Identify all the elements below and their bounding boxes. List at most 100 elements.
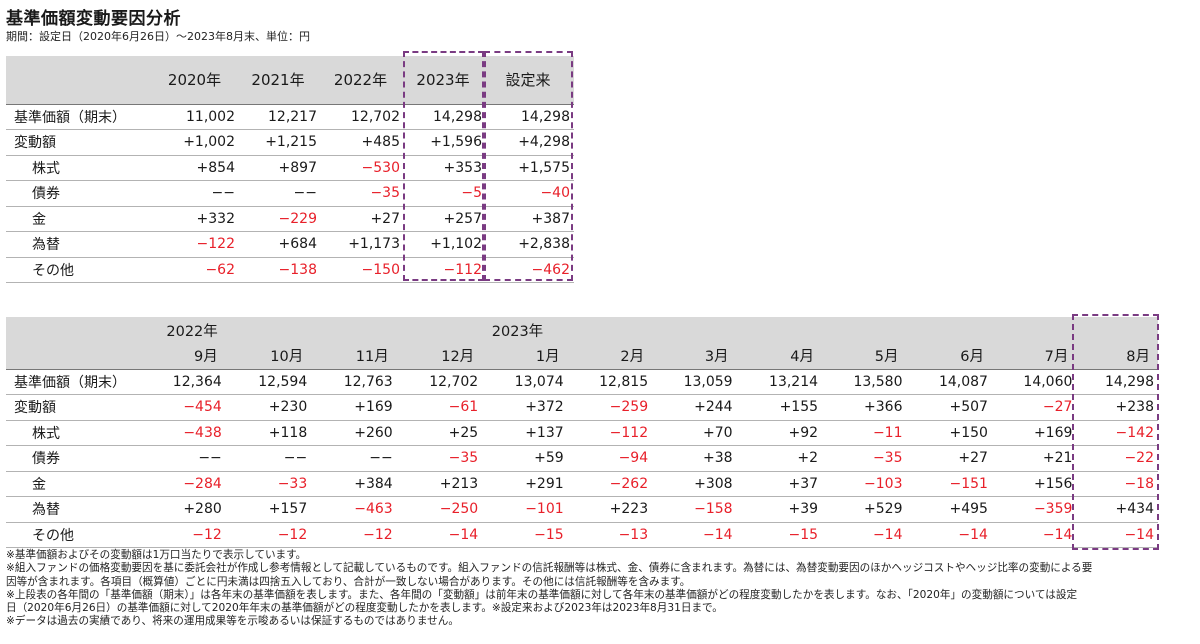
month-header: 12月 (441, 349, 475, 366)
table-cell: −22 (1124, 450, 1154, 467)
row-label: 変動額 (14, 400, 56, 417)
table-cell: −− (283, 450, 308, 467)
table-cell: −35 (370, 185, 400, 202)
row-label: 為替 (32, 502, 60, 519)
table-cell: +257 (443, 210, 482, 227)
row-label: 金 (32, 211, 46, 228)
table-row: 金 −284 −33 +384 +213 +291 −262 +308 +37 −103 −151 +… (6, 471, 1158, 497)
table-row: 変動額 −454 +230 +169 −61 +372 −259 +244 +155 +366 +5… (6, 395, 1158, 420)
table-cell: −112 (443, 261, 482, 278)
row-label: 金 (32, 476, 46, 493)
table-cell: +1,173 (348, 236, 400, 253)
row-label: その他 (32, 262, 74, 279)
table-cell: +507 (949, 399, 988, 416)
table-cell: +332 (196, 210, 235, 227)
month-header: 11月 (355, 349, 389, 366)
table-cell: +434 (1115, 501, 1154, 518)
table-cell: +238 (1115, 399, 1154, 416)
table-cell: +854 (196, 159, 235, 176)
table-cell: 13,580 (853, 373, 903, 390)
table-cell: +157 (268, 501, 308, 518)
table-cell: +213 (439, 475, 479, 492)
year-header-2023: 2023年 (491, 323, 544, 340)
footnotes: ※基準価額およびその変動額は1万口当たりで表示しています。 ※組入ファンドの価格変… (6, 549, 1196, 629)
table-cell: +2,838 (518, 236, 570, 253)
table-cell: −35 (872, 450, 903, 467)
table-cell: −229 (278, 210, 317, 227)
table-cell: +92 (788, 424, 819, 441)
table-cell: −12 (192, 526, 222, 543)
table-cell: −14 (1124, 526, 1154, 543)
table-cell: −122 (196, 236, 235, 253)
table-cell: +372 (525, 399, 564, 416)
table-cell: +529 (864, 501, 903, 518)
table-cell: +1,215 (265, 134, 317, 151)
table-cell: +1,596 (430, 134, 482, 151)
table-cell: 13,074 (514, 373, 564, 390)
month-header: 6月 (960, 349, 984, 366)
table-cell: +223 (609, 501, 649, 518)
row-label: 株式 (32, 160, 60, 177)
footnote-line: 日（2020年6月26日）の基準価額に対して2020年年末の基準価額がどの程度変… (6, 602, 723, 615)
page-title: 基準価額変動要因分析 (6, 9, 181, 29)
table-cell: 12,763 (343, 373, 393, 390)
table-cell: −250 (439, 501, 479, 518)
row-label: 基準価額（期末） (14, 374, 126, 391)
table-cell: +25 (448, 424, 479, 441)
header-corner (6, 317, 157, 343)
footnote-line: ※データは過去の実績であり、将来の運用成果等を示唆あるいは保証するものではありま… (6, 615, 459, 628)
table-cell: −13 (618, 526, 649, 543)
table-cell: 14,087 (938, 373, 988, 390)
table-cell: −− (293, 185, 317, 202)
table-cell: 14,298 (1105, 373, 1154, 390)
table-row: 基準価額（期末） 12,364 12,594 12,763 12,702 13,074 12… (6, 369, 1158, 395)
table-cell: −15 (534, 526, 564, 543)
table-cell: −150 (361, 261, 400, 278)
table-row: 変動額 +1,002 +1,215 +485 +1,596 +4,298 (6, 130, 574, 155)
month-header: 5月 (874, 349, 899, 366)
column-header: 2020年 (167, 71, 222, 90)
table-cell: −284 (183, 475, 222, 492)
row-label: 変動額 (14, 135, 56, 152)
table-cell: +387 (531, 210, 570, 227)
table-cell: −33 (277, 475, 308, 492)
table-cell: −27 (1042, 399, 1073, 416)
table-cell: +291 (525, 475, 564, 492)
header-corner (6, 343, 157, 369)
table-row: その他 −62 −138 −150 −112 −462 (6, 257, 574, 283)
month-header: 8月 (1126, 349, 1150, 366)
table-cell: 13,059 (683, 373, 733, 390)
table-cell: +366 (864, 399, 903, 416)
header-corner (6, 56, 154, 104)
table-cell: −463 (354, 501, 393, 518)
table-cell: −112 (609, 424, 649, 441)
table-cell: −359 (1033, 501, 1073, 518)
table-cell: −11 (872, 424, 903, 441)
table-cell: +353 (443, 159, 482, 176)
table-cell: +495 (949, 501, 988, 518)
table-cell: +39 (788, 501, 819, 518)
table-cell: 12,217 (268, 108, 317, 125)
table-cell: −− (211, 185, 235, 202)
column-header: 2023年 (416, 71, 470, 90)
table-cell: −12 (363, 526, 393, 543)
footnote-line: ※基準価額およびその変動額は1万口当たりで表示しています。 (6, 549, 307, 561)
table-cell: +897 (278, 159, 317, 176)
table-cell: +137 (525, 424, 564, 441)
table-row: 金 +332 −229 +27 +257 +387 (6, 206, 574, 232)
table-cell: −138 (278, 261, 317, 278)
table-cell: −14 (958, 526, 988, 543)
table-row: 株式 −438 +118 +260 +25 +137 −112 +70 +92 −11 +150 +1… (6, 420, 1158, 446)
period-subtitle: 期間：設定日（2020年6月26日）～2023年8月末、単位：円 (6, 30, 310, 43)
table-cell: −530 (361, 159, 400, 176)
table-cell: −− (198, 450, 222, 467)
table-row: 為替 +280 +157 −463 −250 −101 +223 −158 +39 +529 +49… (6, 497, 1158, 522)
table-cell: +280 (183, 501, 222, 518)
month-header: 2月 (620, 349, 645, 366)
footnote-line: 因等が含まれます。各項目（概算値）ごとに円未満は四捨五入しており、合計が一致しな… (6, 575, 691, 588)
row-label: 株式 (32, 425, 60, 442)
table-row: 債券 −− −− −35 −5 −40 (6, 181, 574, 206)
footnote-line: ※上段表の各年間の「基準価額（期末）」は各年末の基準価額を表します。また、各年間… (6, 588, 1078, 601)
table-cell: +27 (370, 210, 400, 227)
table-cell: +70 (703, 424, 733, 441)
